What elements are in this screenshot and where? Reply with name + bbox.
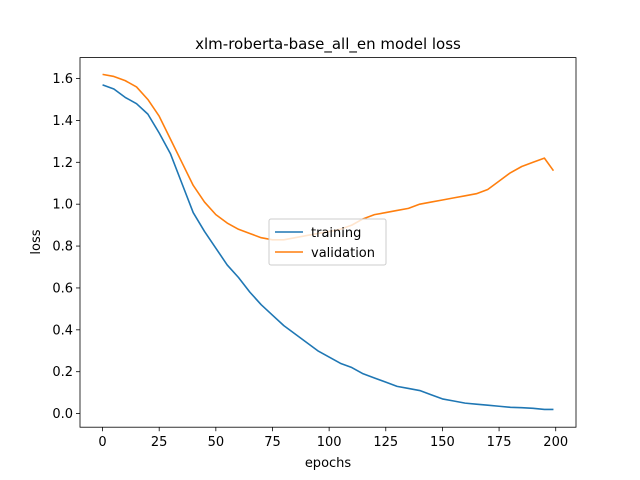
legend-label-validation: validation [311, 246, 375, 261]
plot-frame [79, 57, 577, 428]
x-tick-label: 100 [317, 435, 342, 450]
x-tick-label: 0 [98, 435, 106, 450]
legend: training validation [268, 218, 387, 266]
y-tick-label: 1.4 [52, 114, 73, 129]
y-axis-label: loss [29, 229, 44, 254]
y-tick-label: 0.6 [52, 281, 73, 296]
y-tick-label: 1.0 [52, 198, 73, 213]
x-tick-label: 125 [373, 435, 398, 450]
y-tick-label: 1.2 [52, 156, 73, 171]
x-tick-label: 150 [430, 435, 455, 450]
y-axis-ticks: 0.0 0.2 0.4 0.6 0.8 1.0 1.2 1.4 1.6 [52, 72, 80, 422]
y-tick-label: 0.2 [52, 365, 73, 380]
x-axis-label: epochs [305, 456, 352, 471]
y-tick-label: 0.4 [52, 323, 73, 338]
chart-title: xlm-roberta-base_all_en model loss [195, 35, 461, 54]
y-tick-label: 1.6 [52, 72, 73, 87]
x-axis-ticks: 0 25 50 75 100 125 150 175 200 [98, 427, 568, 450]
series-line-training [102, 84, 554, 411]
y-tick-label: 0.8 [52, 240, 73, 255]
x-tick-label: 75 [264, 435, 281, 450]
y-tick-label: 0.0 [52, 407, 73, 422]
x-tick-label: 25 [151, 435, 168, 450]
x-tick-label: 200 [543, 435, 568, 450]
legend-label-training: training [311, 226, 361, 241]
legend-box [268, 218, 387, 266]
x-tick-label: 175 [487, 435, 512, 450]
x-tick-label: 50 [208, 435, 225, 450]
